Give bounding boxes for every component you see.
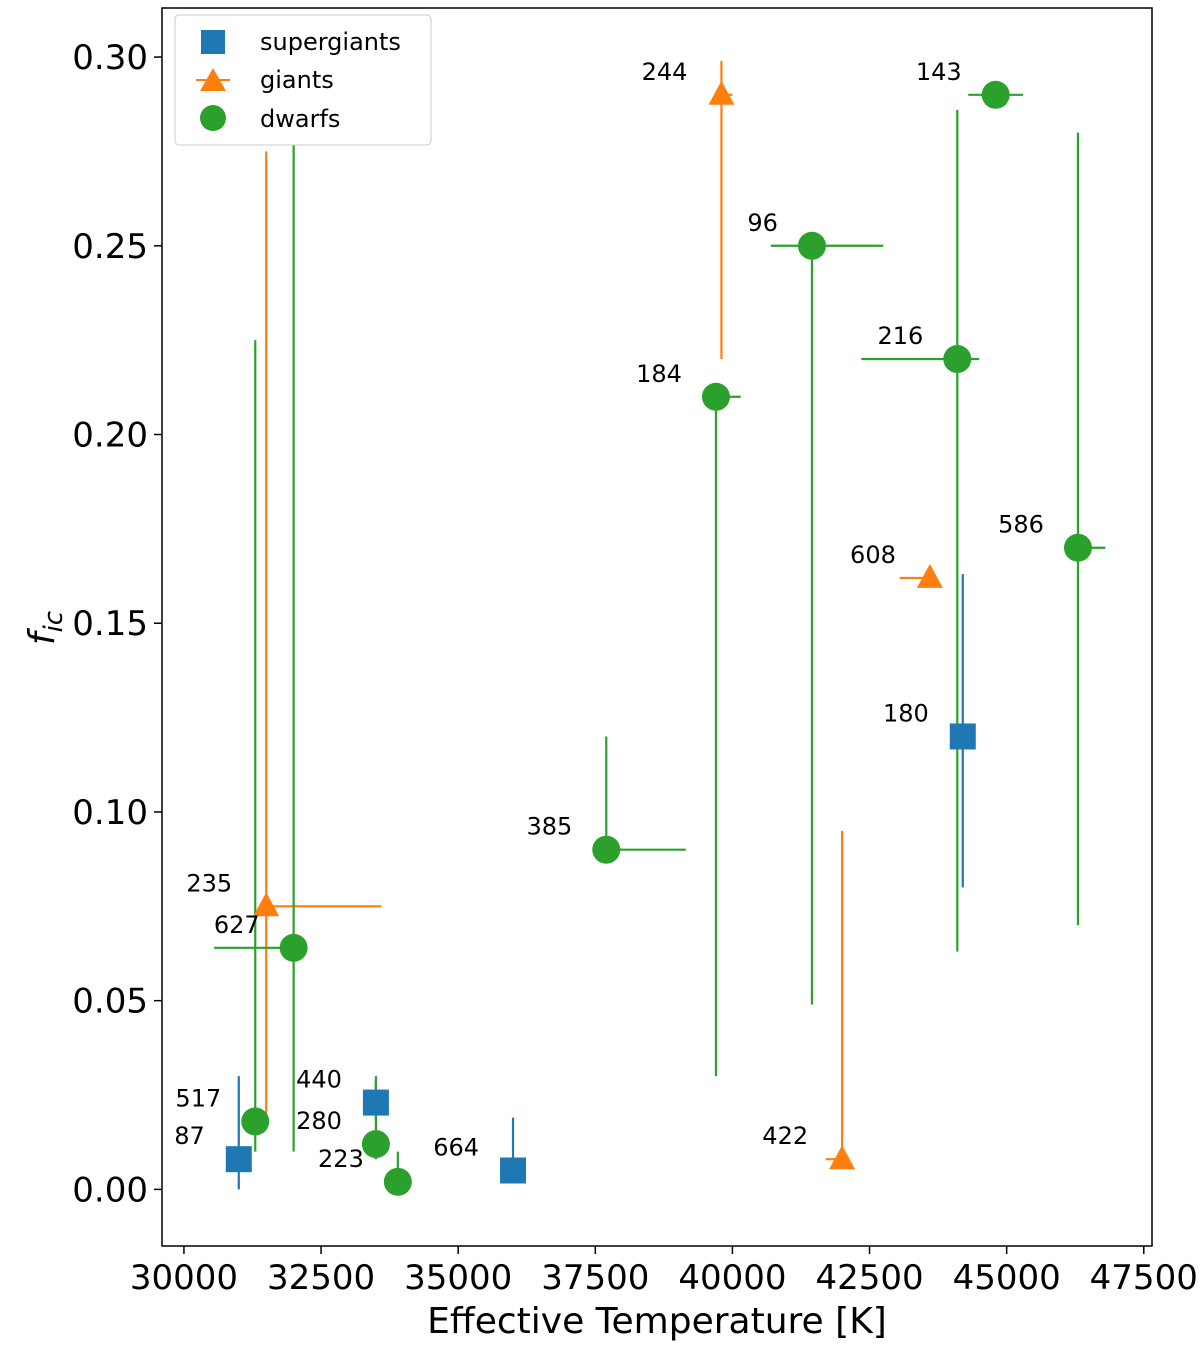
dwarfs-point-517	[241, 1107, 270, 1136]
dwarfs-point-184	[701, 382, 730, 411]
point-label-440: 440	[296, 1066, 342, 1094]
point-label-143: 143	[916, 58, 962, 86]
dwarfs-point-216	[943, 345, 972, 374]
point-label-180: 180	[883, 699, 929, 727]
x-tick-label: 35000	[404, 1258, 512, 1298]
dwarfs-point-280	[361, 1130, 390, 1159]
x-tick-label: 37500	[541, 1258, 649, 1298]
y-tick-label: 0.30	[72, 38, 148, 78]
legend: supergiants giants dwarfs	[174, 14, 432, 146]
point-label-244: 244	[642, 58, 688, 86]
dwarfs-point-586	[1063, 533, 1092, 562]
y-tick-label: 0.10	[72, 793, 148, 833]
y-tick-label: 0.05	[72, 982, 148, 1022]
x-tick-label: 47500	[1090, 1258, 1198, 1298]
dwarfs-point-385	[592, 835, 621, 864]
y-tick-label: 0.20	[72, 416, 148, 456]
axis-ticks: 30000 32500 35000 37500 40000 42500 45000 47500…	[72, 38, 1198, 1298]
y-tick-label: 0.15	[72, 604, 148, 644]
point-label-216: 216	[877, 322, 923, 350]
error-bars	[214, 57, 1106, 1190]
giants-point-235	[253, 892, 280, 917]
point-label-280: 280	[296, 1107, 342, 1135]
dwarfs-point-143	[981, 80, 1010, 109]
plot-frame	[161, 7, 1153, 1247]
legend-label-dwarfs: dwarfs	[260, 105, 340, 133]
y-tick-label: 0.00	[72, 1170, 148, 1210]
point-label-87: 87	[174, 1122, 205, 1150]
point-label-517: 517	[175, 1084, 221, 1112]
point-label-586: 586	[998, 511, 1044, 539]
legend-label-supergiants: supergiants	[260, 28, 401, 56]
point-label-608: 608	[850, 541, 896, 569]
point-label-385: 385	[526, 813, 572, 841]
giants-point-244	[708, 80, 735, 105]
legend-box	[174, 14, 432, 146]
x-tick-label: 32500	[267, 1258, 375, 1298]
y-tick-label: 0.25	[72, 227, 148, 267]
x-axis-title: Effective Temperature [K]	[427, 1301, 887, 1342]
dwarfs-point-627	[279, 933, 308, 962]
dwarfs-point-96	[797, 231, 826, 260]
dwarfs-point-223	[383, 1167, 412, 1196]
legend-marker-giants	[200, 68, 226, 91]
x-tick-label: 45000	[953, 1258, 1061, 1298]
point-label-664: 664	[433, 1134, 479, 1162]
supergiants-point-664	[500, 1157, 527, 1184]
point-label-235: 235	[186, 869, 232, 897]
point-label-184: 184	[636, 360, 682, 388]
supergiants-point-87	[225, 1146, 252, 1173]
legend-label-giants: giants	[260, 66, 334, 94]
point-label-96: 96	[747, 209, 778, 237]
point-label-223: 223	[318, 1145, 364, 1173]
data-markers	[225, 80, 1092, 1196]
x-tick-label: 30000	[130, 1258, 238, 1298]
giants-point-422	[829, 1145, 856, 1170]
point-label-627: 627	[214, 911, 260, 939]
legend-marker-dwarfs	[200, 105, 226, 131]
supergiants-point-180	[949, 723, 976, 750]
supergiants-point-440	[362, 1089, 389, 1116]
legend-marker-supergiants	[201, 30, 225, 54]
point-label-422: 422	[762, 1122, 808, 1150]
x-tick-label: 40000	[678, 1258, 786, 1298]
giants-point-608	[916, 563, 943, 588]
point-labels: 87 440 664 180 235 244 608 422 517 627 280 223 385 18…	[174, 58, 1044, 1173]
x-tick-label: 42500	[815, 1258, 923, 1298]
y-axis-title-sub: ic	[39, 611, 69, 633]
